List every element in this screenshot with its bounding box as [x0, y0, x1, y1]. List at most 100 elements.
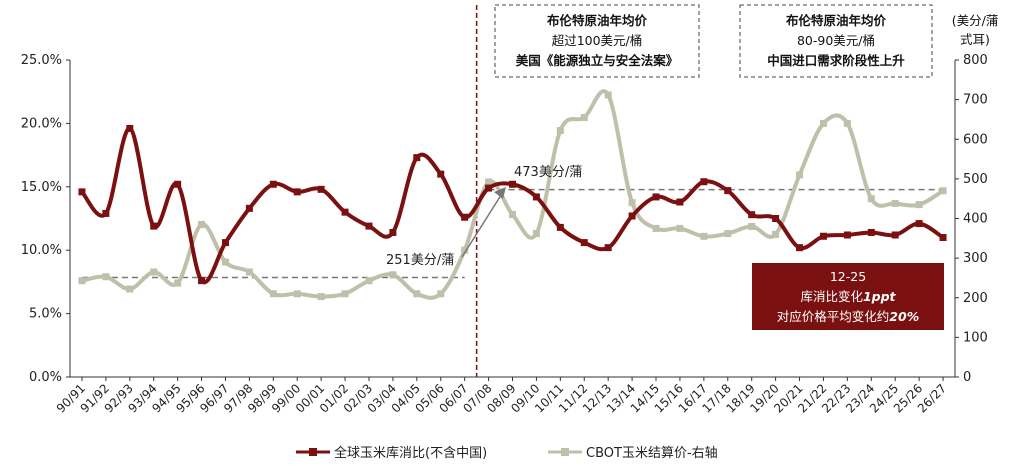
left-tick-label: 5.0%: [29, 307, 62, 322]
right-tick-label: 0: [963, 370, 971, 385]
series-1-point: [819, 119, 827, 127]
series-1-point: [389, 271, 397, 279]
series-0-point: [293, 188, 301, 196]
annotation-box-oil-100: 布伦特原油年均价 超过100美元/桶 美国《能源独立与安全法案》: [494, 4, 700, 78]
series-0-point: [843, 231, 851, 239]
series-1-point: [628, 199, 636, 207]
right-tick-label: 100: [963, 330, 988, 345]
series-1-point: [221, 258, 229, 266]
note-line3-bold: 20%: [889, 309, 919, 324]
right-tick-label: 800: [963, 53, 988, 68]
legend-label-ratio: 全球玉米库消比(不含中国): [334, 445, 487, 461]
ref-arrow-head: [494, 187, 506, 199]
right-axis-unit-line1: (美分/蒲: [952, 13, 999, 28]
series-1-point: [150, 268, 158, 276]
series-0-point: [532, 193, 540, 201]
series-1-point: [724, 230, 732, 238]
legend-marker-price: [561, 448, 569, 456]
series-1-point: [509, 211, 516, 219]
note-box: 12-25 库消比变化1ppt 对应价格平均变化约20%: [752, 263, 944, 330]
series-1-point: [365, 277, 373, 285]
series-0-point: [819, 232, 827, 240]
series-0-point: [939, 234, 947, 242]
series-1-point: [867, 195, 875, 203]
note-line2-bold: 1ppt: [863, 289, 897, 304]
series-0-point: [556, 223, 564, 231]
series-0-point: [724, 187, 732, 195]
series-0-point: [221, 239, 229, 247]
series-0-point: [245, 204, 253, 212]
box2-line3: 中国进口需求阶段性上升: [767, 53, 905, 68]
right-tick-label: 500: [963, 172, 988, 187]
series-1-point: [915, 201, 923, 209]
series-1-point: [485, 178, 493, 186]
series-1-point: [604, 91, 612, 99]
series-1-point: [126, 285, 134, 293]
box1-line3: 美国《能源独立与安全法案》: [516, 53, 679, 68]
series-0-point: [389, 228, 397, 236]
series-0-point: [341, 208, 349, 216]
left-tick-label: 20.0%: [21, 116, 62, 131]
series-1-point: [341, 290, 349, 298]
series-1-point: [556, 127, 564, 135]
box1-line2: 超过100美元/桶: [552, 33, 643, 48]
series-0-point: [509, 180, 516, 188]
series-0-point: [126, 124, 134, 132]
series-0-point: [78, 188, 86, 196]
right-tick-label: 700: [963, 93, 988, 108]
series-1-point: [772, 230, 780, 238]
series-0-point: [102, 209, 110, 217]
series-1-point: [939, 187, 947, 195]
left-tick-label: 0.0%: [29, 370, 62, 385]
ref-label-251: 251美分/蒲: [386, 253, 454, 268]
series-0-point: [413, 154, 421, 162]
series-1-point: [245, 268, 253, 276]
series-1-point: [102, 273, 110, 281]
series-0-point: [700, 178, 708, 186]
ref-arrow-shaft: [461, 191, 504, 258]
series-0-point: [628, 212, 636, 220]
series-0-point: [772, 215, 780, 222]
right-tick-label: 200: [963, 291, 988, 306]
series-1-point: [580, 113, 588, 121]
series-1-point: [532, 230, 540, 238]
series-1-point: [700, 232, 708, 240]
series-1-point: [78, 277, 86, 285]
series-lines: [78, 89, 947, 301]
series-0-point: [174, 180, 182, 188]
note-line3-prefix: 对应价格平均变化约: [777, 309, 890, 324]
series-0-point: [485, 184, 493, 192]
series-1-point: [198, 220, 206, 228]
series-0-point: [652, 193, 660, 201]
series-1-point: [652, 224, 660, 232]
series-1-point: [413, 290, 421, 298]
note-line1: 12-25: [830, 269, 866, 284]
series-0-point: [580, 239, 588, 247]
series-1-point: [317, 293, 325, 301]
series-line-0: [80, 126, 945, 285]
left-tick-label: 15.0%: [21, 180, 62, 195]
box2-line2: 80-90美元/桶: [797, 33, 875, 48]
series-0-point: [437, 170, 445, 178]
series-0-point: [604, 244, 612, 252]
legend: 全球玉米库消比(不含中国) CBOT玉米结算价-右轴: [296, 445, 718, 461]
series-1-point: [269, 290, 277, 298]
right-tick-label: 300: [963, 251, 988, 266]
box1-line1: 布伦特原油年均价: [547, 13, 648, 28]
left-tick-label: 10.0%: [21, 243, 62, 258]
series-0-point: [748, 211, 756, 219]
series-0-point: [365, 222, 373, 230]
series-1-point: [748, 222, 756, 230]
series-1-point: [676, 224, 684, 232]
series-1-point: [891, 199, 899, 207]
series-1-point: [293, 290, 301, 298]
right-axis-unit-line2: 式耳): [960, 32, 990, 47]
note-background: [752, 263, 944, 330]
note-line2: 库消比变化1ppt: [800, 289, 896, 304]
note-line3: 对应价格平均变化约20%: [777, 309, 919, 324]
series-1-point: [461, 246, 469, 254]
series-0-point: [269, 180, 277, 188]
series-0-point: [317, 185, 325, 193]
series-1-point: [174, 279, 182, 287]
